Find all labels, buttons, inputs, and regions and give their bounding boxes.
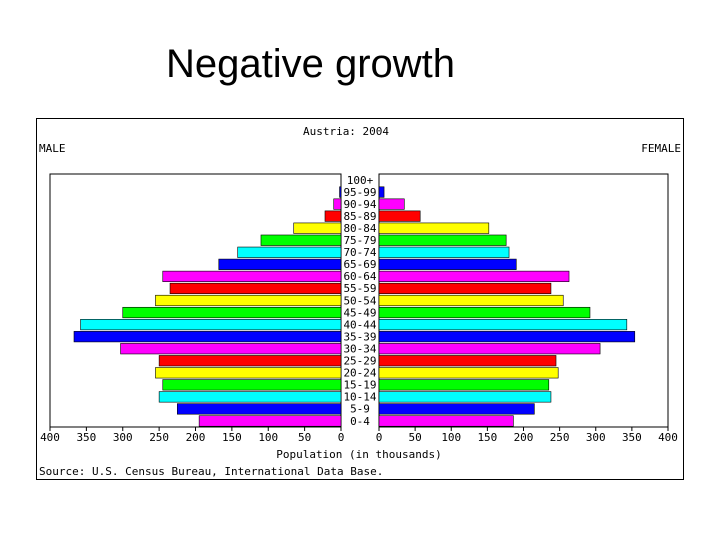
male-bar-75-79 [260, 234, 342, 246]
male-tick-100: 100 [258, 431, 278, 444]
male-bar-95-99 [339, 186, 342, 198]
age-label-5-9: 5-9 [350, 403, 370, 416]
female-axis-ticks: 0 50 100 150 200 250 300 350 400 [376, 427, 678, 444]
male-tick-250: 250 [149, 431, 169, 444]
age-label-20-24: 20-24 [343, 367, 376, 380]
male-label: MALE [39, 142, 66, 155]
female-tick-100: 100 [441, 431, 461, 444]
female-bar-50-54 [378, 294, 564, 307]
female-tick-400: 400 [658, 431, 678, 444]
male-bar-70-74 [237, 246, 342, 258]
age-label-90-94: 90-94 [343, 198, 376, 211]
source-note: Source: U.S. Census Bureau, Internationa… [39, 465, 383, 478]
slide-title: Negative growth [166, 42, 456, 86]
female-bar-70-74 [378, 246, 510, 258]
male-bars [73, 186, 342, 427]
male-tick-200: 200 [186, 431, 206, 444]
male-bar-85-89 [324, 210, 342, 222]
male-bar-15-19 [162, 379, 342, 391]
female-tick-300: 300 [586, 431, 606, 444]
male-bar-35-39 [73, 331, 342, 343]
female-tick-250: 250 [550, 431, 570, 444]
male-bar-40-44 [80, 319, 342, 331]
male-bar-60-64 [162, 270, 342, 282]
female-bar-60-64 [378, 270, 570, 282]
age-label-25-29: 25-29 [343, 355, 376, 368]
female-bar-20-24 [378, 367, 559, 379]
female-bar-55-59 [378, 282, 552, 295]
age-label-65-69: 65-69 [343, 258, 376, 271]
age-label-60-64: 60-64 [343, 270, 376, 283]
age-label-30-34: 30-34 [343, 342, 376, 355]
age-label-55-59: 55-59 [343, 282, 376, 295]
male-bar-45-49 [122, 306, 342, 319]
male-bar-0-4 [198, 415, 342, 427]
age-label-50-54: 50-54 [343, 294, 376, 307]
female-bar-0-4 [378, 415, 514, 427]
male-bar-90-94 [333, 198, 342, 210]
female-bar-95-99 [378, 186, 385, 198]
male-tick-350: 350 [76, 431, 96, 444]
age-group-labels: 100+95-9990-9485-8980-8475-7970-7465-696… [343, 174, 376, 428]
male-tick-300: 300 [113, 431, 133, 444]
female-bar-75-79 [378, 234, 507, 246]
female-bar-30-34 [378, 343, 601, 355]
male-tick-50: 50 [298, 431, 311, 444]
female-bar-85-89 [378, 210, 421, 222]
chart-svg: Austria: 2004 MALE FEMALE 100+95-9990-94… [39, 125, 681, 478]
female-bar-40-44 [378, 319, 628, 331]
female-bar-5-9 [378, 403, 535, 415]
female-tick-200: 200 [514, 431, 534, 444]
female-tick-50: 50 [409, 431, 422, 444]
female-bar-10-14 [378, 391, 552, 403]
age-label-40-44: 40-44 [343, 318, 376, 331]
x-axis-label: Population (in thousands) [276, 448, 442, 461]
male-bar-5-9 [177, 403, 342, 415]
age-label-85-89: 85-89 [343, 210, 376, 223]
male-tick-150: 150 [222, 431, 242, 444]
male-bar-10-14 [158, 391, 342, 403]
age-label-100+: 100+ [347, 174, 374, 187]
female-label: FEMALE [641, 142, 681, 155]
female-bar-90-94 [378, 198, 405, 210]
age-label-10-14: 10-14 [343, 391, 376, 404]
chart-title: Austria: 2004 [303, 125, 389, 138]
male-bar-20-24 [155, 367, 342, 379]
age-label-0-4: 0-4 [350, 415, 370, 428]
male-bar-80-84 [293, 222, 342, 234]
female-bar-25-29 [378, 355, 557, 367]
male-bar-50-54 [155, 294, 342, 307]
age-label-70-74: 70-74 [343, 246, 376, 259]
male-bar-30-34 [120, 343, 342, 355]
age-label-45-49: 45-49 [343, 306, 376, 319]
female-tick-0: 0 [376, 431, 383, 444]
male-bar-55-59 [169, 282, 342, 295]
female-bar-35-39 [378, 331, 636, 343]
population-pyramid-chart: Austria: 2004 MALE FEMALE 100+ 95-99 90-94… [36, 118, 684, 480]
male-axis-ticks: 400 350 300 250 200 150 100 50 0 [40, 427, 344, 444]
male-bar-65-69 [218, 258, 342, 270]
female-bar-15-19 [378, 379, 550, 391]
female-bar-80-84 [378, 222, 490, 234]
female-bar-65-69 [378, 258, 517, 270]
age-label-80-84: 80-84 [343, 222, 376, 235]
age-label-35-39: 35-39 [343, 330, 376, 343]
male-bar-25-29 [158, 355, 342, 367]
female-bar-45-49 [378, 306, 591, 319]
female-tick-150: 150 [477, 431, 497, 444]
age-label-75-79: 75-79 [343, 234, 376, 247]
male-tick-0: 0 [338, 431, 345, 444]
male-tick-400: 400 [40, 431, 60, 444]
age-label-95-99: 95-99 [343, 186, 376, 199]
female-tick-350: 350 [622, 431, 642, 444]
female-bars [378, 186, 636, 427]
age-label-15-19: 15-19 [343, 379, 376, 392]
